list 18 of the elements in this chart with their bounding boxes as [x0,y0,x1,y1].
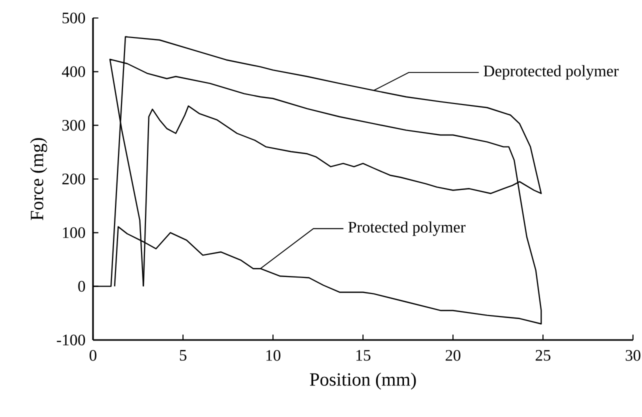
y-tick-label: -100 [56,334,86,346]
text: Protected polymer [348,221,466,236]
y-axis-title: Force (mg) [30,138,48,220]
y-tick-label: 400 [62,66,86,78]
y-tick-label: 0 [78,280,86,292]
x-tick-label: 20 [446,350,460,361]
x-tick-label: 15 [356,350,370,361]
x-tick-label: 5 [180,350,186,361]
y-tick-label: 100 [63,227,86,238]
series-label: Deprotected polymer [484,65,619,80]
y-tick-label: 300 [62,120,86,131]
x-tick-label: 30 [626,350,640,361]
x-axis-title: Position (mm) [310,372,416,390]
x-tick-label: 10 [266,350,280,361]
x-tick-label: 25 [536,350,550,361]
x-tick-label: 0 [90,350,96,361]
y-tick-label: 500 [62,12,86,24]
y-tick-label: 200 [62,174,86,184]
